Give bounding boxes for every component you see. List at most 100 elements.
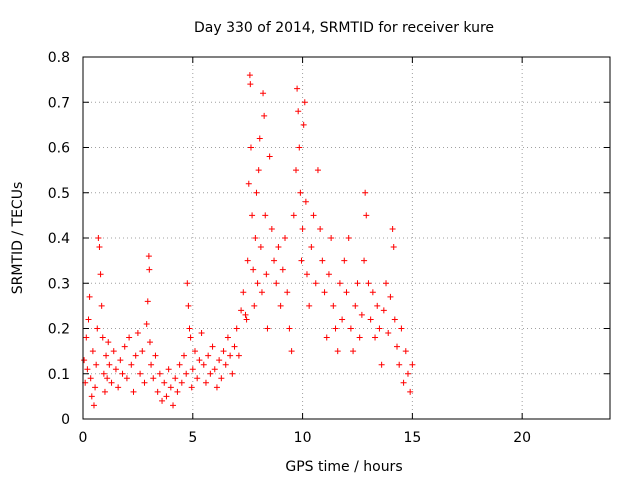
data-point — [247, 81, 254, 88]
x-tick-label: 15 — [403, 430, 421, 446]
data-point — [310, 212, 317, 219]
data-point — [150, 375, 157, 382]
data-point — [257, 244, 264, 251]
data-point — [302, 198, 309, 205]
data-point — [213, 384, 220, 391]
data-point — [400, 379, 407, 386]
data-point — [112, 366, 119, 373]
data-point — [172, 375, 179, 382]
data-point — [244, 257, 251, 264]
data-point — [96, 244, 103, 251]
data-point — [394, 343, 401, 350]
data-point — [390, 244, 397, 251]
data-point — [200, 361, 207, 368]
data-point — [154, 388, 161, 395]
data-point — [81, 357, 88, 364]
y-tick-label: 0 — [61, 412, 70, 428]
data-point — [139, 348, 146, 355]
data-point — [92, 384, 99, 391]
data-point — [261, 112, 268, 119]
data-point — [282, 235, 289, 241]
data-point — [176, 361, 183, 368]
data-point — [117, 357, 124, 364]
data-point — [94, 325, 101, 332]
data-point — [99, 334, 106, 341]
data-point — [330, 302, 337, 309]
data-point — [202, 379, 209, 386]
data-point — [374, 302, 381, 309]
y-tick-label: 0.3 — [48, 276, 70, 292]
data-point — [409, 361, 416, 368]
data-point — [253, 189, 260, 196]
data-point — [378, 361, 385, 368]
data-point — [363, 212, 370, 219]
data-point — [358, 311, 365, 318]
data-point — [268, 225, 275, 232]
data-point — [88, 393, 95, 400]
data-point — [398, 325, 405, 332]
data-point — [218, 375, 225, 382]
data-point — [224, 334, 231, 341]
data-point — [404, 370, 411, 377]
x-axis-title: GPS time / hours — [285, 459, 402, 475]
data-point — [308, 244, 315, 251]
data-point — [256, 135, 263, 142]
data-point — [383, 280, 390, 287]
y-axis-title: SRMTID / TECUs — [10, 182, 26, 295]
data-point — [86, 293, 93, 300]
data-point — [146, 339, 153, 346]
data-point — [167, 384, 174, 391]
data-point — [290, 212, 297, 219]
data-point — [161, 379, 168, 386]
data-point — [336, 280, 343, 287]
data-point — [317, 225, 324, 232]
data-point — [159, 397, 166, 404]
grid — [83, 57, 610, 419]
data-point — [163, 393, 170, 400]
data-point — [233, 325, 240, 332]
data-point — [188, 384, 195, 391]
data-point — [105, 339, 112, 346]
data-point — [252, 235, 259, 241]
data-point — [243, 316, 250, 323]
data-point — [103, 352, 110, 359]
data-point — [367, 316, 374, 323]
data-point — [277, 302, 284, 309]
data-point — [148, 361, 155, 368]
data-point — [144, 298, 151, 305]
data-point — [345, 235, 352, 241]
data-point — [229, 370, 236, 377]
data-point — [145, 253, 152, 260]
data-point — [295, 108, 302, 115]
data-point — [189, 366, 196, 373]
data-point — [126, 334, 133, 341]
data-point — [303, 271, 310, 278]
data-point — [372, 334, 379, 341]
data-point — [240, 289, 247, 296]
y-tick-label: 0.1 — [48, 367, 70, 383]
data-point — [288, 348, 295, 355]
data-point — [284, 289, 291, 296]
data-point — [110, 348, 117, 355]
data-point — [263, 271, 270, 278]
data-point — [227, 352, 234, 359]
data-point — [343, 289, 350, 296]
data-point — [246, 72, 253, 79]
data-point — [165, 366, 172, 373]
y-tick-label: 0.5 — [48, 186, 70, 202]
data-point — [356, 334, 363, 341]
data-point — [121, 343, 128, 350]
data-point — [334, 348, 341, 355]
data-point — [258, 289, 265, 296]
data-point — [137, 370, 144, 377]
data-point — [108, 379, 115, 386]
data-point — [89, 348, 96, 355]
data-point — [273, 280, 280, 287]
data-point — [254, 280, 261, 287]
data-point — [242, 311, 249, 318]
data-point — [389, 225, 396, 232]
data-point — [301, 99, 308, 106]
data-point — [231, 343, 238, 350]
axis-ticks — [82, 56, 610, 420]
data-point — [402, 348, 409, 355]
